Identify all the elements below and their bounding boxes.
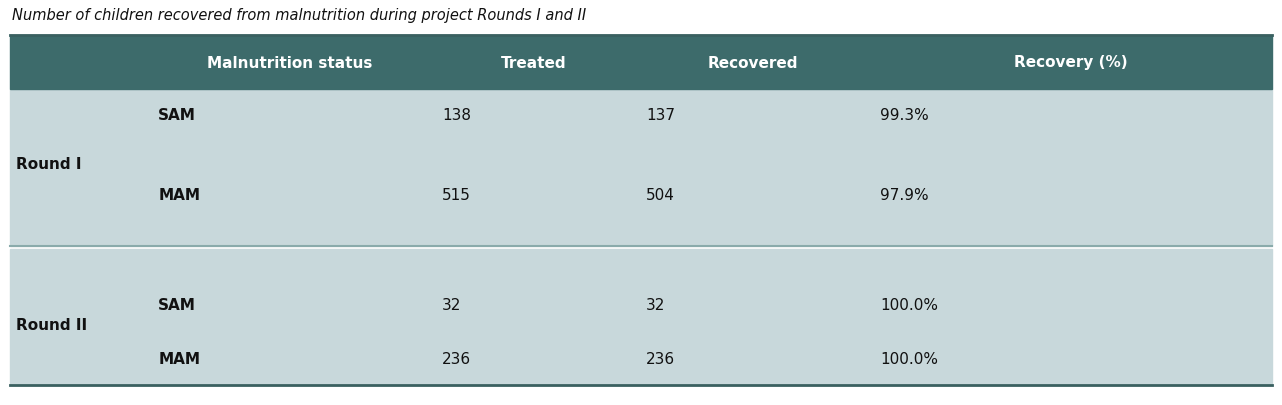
- Text: 236: 236: [442, 352, 472, 367]
- Text: Round II: Round II: [17, 317, 87, 332]
- Text: 100.0%: 100.0%: [881, 352, 938, 367]
- Bar: [10, 36, 1272, 90]
- Text: 515: 515: [442, 188, 470, 203]
- Text: Recovered: Recovered: [708, 55, 799, 70]
- Text: 137: 137: [646, 107, 676, 122]
- Text: 504: 504: [646, 188, 676, 203]
- Text: Round I: Round I: [17, 157, 82, 172]
- Text: 99.3%: 99.3%: [881, 107, 929, 122]
- Text: Number of children recovered from malnutrition during project Rounds I and II: Number of children recovered from malnut…: [12, 8, 586, 23]
- Text: 236: 236: [646, 352, 676, 367]
- Text: SAM: SAM: [158, 297, 196, 312]
- Text: 32: 32: [442, 297, 462, 312]
- Text: MAM: MAM: [158, 188, 200, 203]
- Text: MAM: MAM: [158, 352, 200, 367]
- Text: 97.9%: 97.9%: [881, 188, 929, 203]
- Bar: [10, 249, 1272, 385]
- Bar: [10, 90, 1272, 246]
- Text: SAM: SAM: [158, 107, 196, 122]
- Text: Recovery (%): Recovery (%): [1014, 55, 1128, 70]
- Text: 138: 138: [442, 107, 472, 122]
- Text: Malnutrition status: Malnutrition status: [208, 55, 373, 70]
- Text: 32: 32: [646, 297, 665, 312]
- Text: Treated: Treated: [501, 55, 567, 70]
- Text: 100.0%: 100.0%: [881, 297, 938, 312]
